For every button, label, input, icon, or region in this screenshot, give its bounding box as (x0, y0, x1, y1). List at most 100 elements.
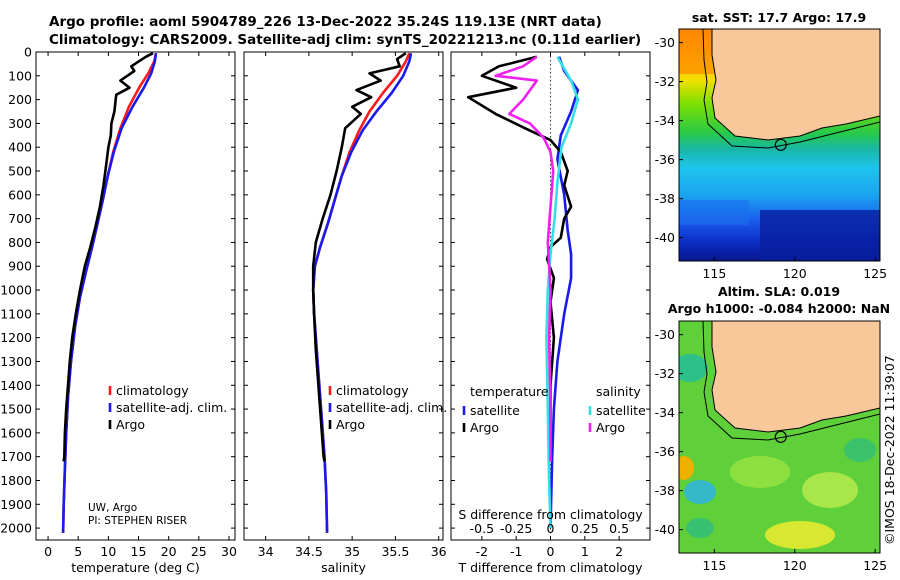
map-x-tick-label: 115 (702, 266, 726, 281)
sla-shelf-contour (702, 321, 880, 441)
legend-label: Argo (596, 420, 625, 435)
y-tick-label: 0 (24, 45, 32, 60)
y-tick-label: 200 (8, 92, 32, 107)
sst-map-frame (678, 28, 881, 262)
x-tick-label: 34.5 (295, 544, 323, 559)
x-tick-label: 0 (547, 544, 555, 559)
legend-label: satellite (596, 403, 646, 418)
y-tick-label: 1400 (0, 378, 32, 393)
sla-patch-4 (730, 456, 790, 488)
map-y-tick-label: -34 (655, 113, 675, 128)
y-tick-label: 600 (8, 187, 32, 202)
series-s-argo (494, 55, 555, 462)
y-tick-label: 300 (8, 116, 32, 131)
y-tick-label: 1000 (0, 283, 32, 298)
y-tick-label: 2000 (0, 521, 32, 536)
x-tick-label: 10 (100, 544, 116, 559)
sla-patch-5 (802, 472, 858, 508)
series-t-argo (466, 55, 573, 462)
s-tick-label: -0.5 (470, 521, 494, 536)
y-tick-label: 1500 (0, 402, 32, 417)
map-y-tick-label: -30 (655, 35, 675, 50)
map-x-tick-label: 125 (863, 266, 887, 281)
map-x-tick-label: 115 (702, 558, 726, 573)
sla-map-frame (678, 320, 881, 554)
legend-salinity-title: salinity (596, 384, 641, 399)
y-tick-label: 500 (8, 164, 32, 179)
y-tick-label: 400 (8, 140, 32, 155)
temperature-panel: 0 5 10 15 20 25 30 temperature (deg C) 0 100 200 30… (0, 45, 237, 576)
s-tick-label: -0.25 (500, 521, 532, 536)
x-tick-label: 30 (221, 544, 237, 559)
timestamp-label: ©IMOS 18-Dec-2022 11:39:07 (882, 355, 897, 545)
credit-pi: PI: STEPHEN RISER (88, 515, 188, 527)
plot-frame (35, 51, 236, 541)
x-tick-label: 1 (581, 544, 589, 559)
map-y-tick-label: -32 (655, 74, 675, 89)
x-tick-label: 36 (431, 544, 447, 559)
x-tick-label: -2 (476, 544, 488, 559)
sla-patch-7 (844, 438, 876, 462)
y-tick-label: 1600 (0, 425, 32, 440)
map-y-tick-label: -38 (655, 483, 675, 498)
sla-coastline (711, 321, 880, 433)
legend-label: satellite-adj. clim. (336, 400, 447, 415)
x-tick-label: -1 (510, 544, 522, 559)
map-y-tick-label: -38 (655, 191, 675, 206)
series-argo (311, 52, 407, 462)
s-tick-label: 0.5 (609, 521, 629, 536)
series-t-satellite (549, 56, 580, 529)
x-tick-label: 0 (44, 544, 52, 559)
sst-cool-patch (679, 200, 749, 225)
legend-label: Argo (336, 417, 365, 432)
map-x-tick-label: 125 (863, 558, 887, 573)
series-argo (62, 52, 154, 462)
x-axis-label: salinity (321, 560, 366, 575)
x-tick-label: 15 (131, 544, 147, 559)
series-climatology (61, 52, 158, 533)
legend-label: climatology (336, 383, 409, 398)
map-y-tick-label: -40 (655, 522, 675, 537)
credit-institution: UW, Argo (88, 502, 138, 514)
sst-argo-marker (774, 138, 787, 151)
x-tick-label: 2 (615, 544, 623, 559)
sla-map-title-2: Argo h1000: -0.084 h2000: NaN (668, 301, 890, 316)
salinity-panel: 34 34.5 35 35.5 36 salinity climatology satelli… (243, 51, 447, 575)
y-tick-label: 700 (8, 211, 32, 226)
map-y-tick-label: -36 (655, 444, 675, 459)
sla-patch-8 (686, 518, 714, 538)
x-tick-label: 20 (161, 544, 177, 559)
legend-label: satellite (470, 403, 520, 418)
legend-label: Argo (470, 420, 499, 435)
x-axis-label: temperature (deg C) (71, 560, 200, 575)
sla-patch-2 (684, 480, 716, 504)
map-y-tick-label: -32 (655, 366, 675, 381)
s-tick-label: 0 (547, 521, 555, 536)
plot-frame (243, 51, 444, 541)
legend-label: Argo (116, 417, 145, 432)
sst-cold-patch (760, 210, 880, 261)
sst-coastline (711, 29, 880, 141)
legend-temperature-title: temperature (470, 384, 549, 399)
y-tick-label: 900 (8, 259, 32, 274)
x-axis-label: T difference from climatology (457, 560, 643, 575)
x-tick-label: 25 (191, 544, 207, 559)
sla-map-title-1: Altim. SLA: 0.019 (718, 284, 840, 299)
map-x-tick-label: 120 (783, 558, 807, 573)
legend-label: climatology (116, 383, 189, 398)
header-title-line1: Argo profile: aoml 5904789_226 13-Dec-20… (49, 14, 602, 30)
s-axis-label: S difference from climatology (458, 507, 643, 522)
map-y-tick-label: -30 (655, 327, 675, 342)
y-tick-label: 1200 (0, 330, 32, 345)
map-x-tick-label: 120 (783, 266, 807, 281)
y-tick-label: 1700 (0, 449, 32, 464)
series-s-satellite (545, 56, 580, 529)
y-tick-label: 100 (8, 68, 32, 83)
map-y-tick-label: -40 (655, 230, 675, 245)
map-y-tick-label: -34 (655, 405, 675, 420)
x-tick-label: 34 (258, 544, 274, 559)
map-y-tick-label: -36 (655, 152, 675, 167)
sla-map: 115 120 125 -30 -32 -34 -36 -38 -40 Altim. SLA: … (655, 284, 891, 573)
sla-patch-3 (679, 456, 694, 480)
